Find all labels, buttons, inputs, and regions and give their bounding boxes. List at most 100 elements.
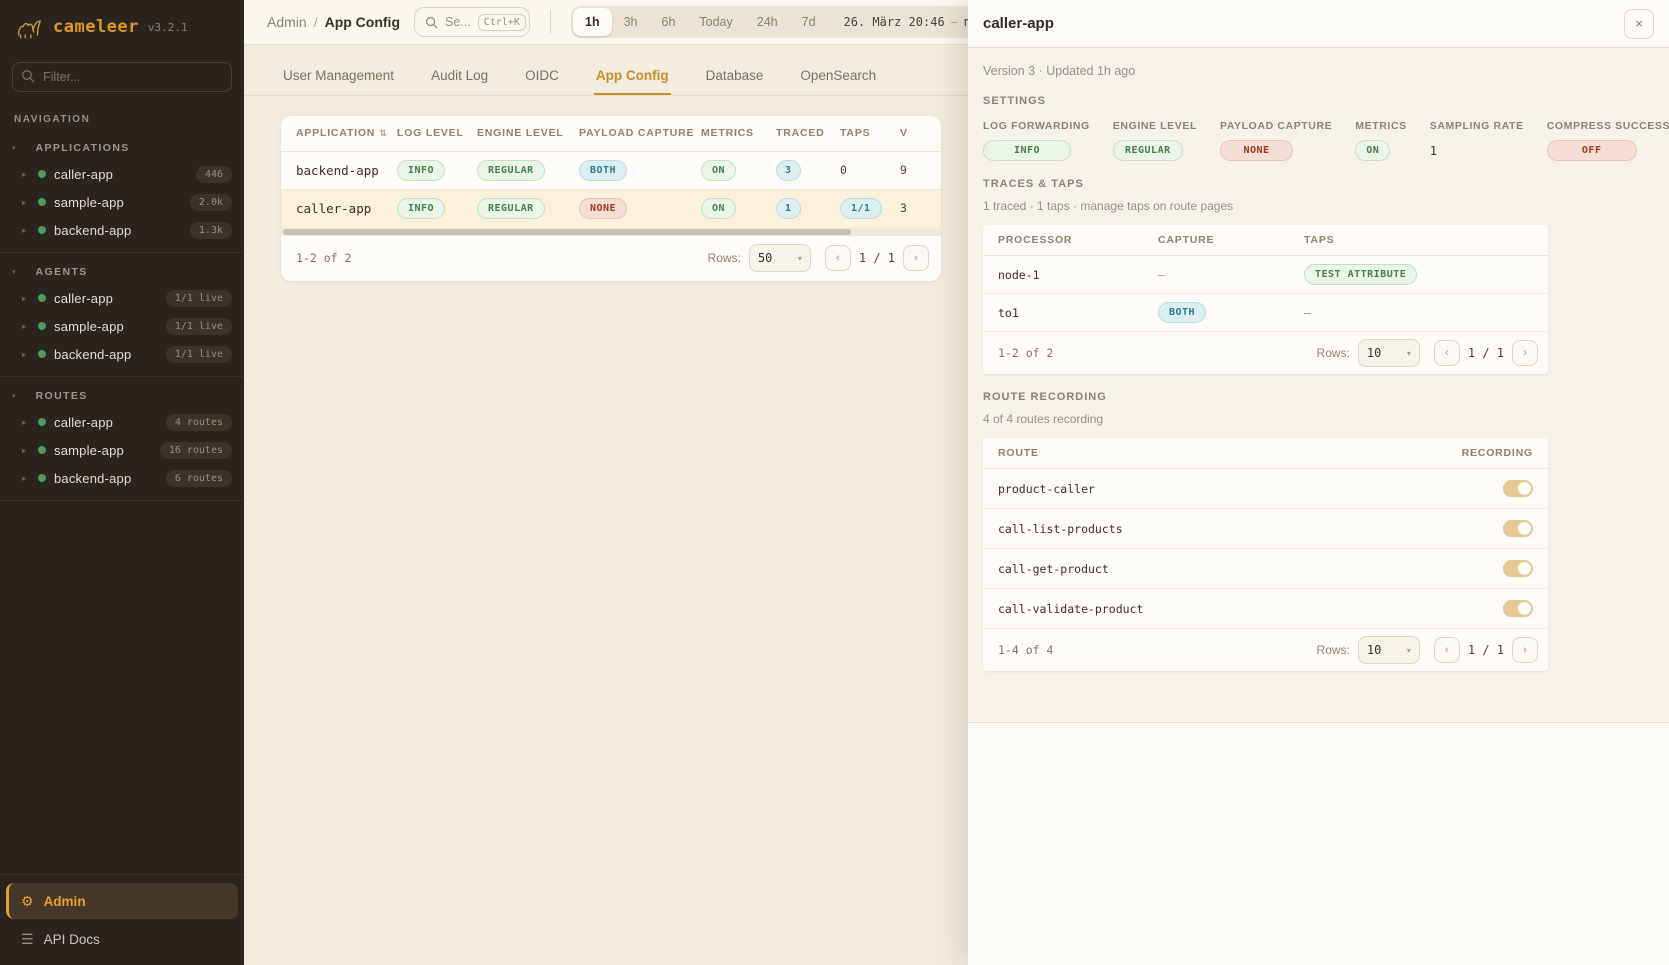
scrollbar-thumb[interactable]	[283, 228, 851, 235]
section-agents: ▾ AGENTS ▸ caller-app 1/1 live ▸ sample-…	[0, 253, 244, 377]
table-pagination: 1-2 of 2 Rows: 50 ▾ ‹ 1 / 1 ›	[281, 236, 941, 281]
time-range-1h[interactable]: 1h	[573, 8, 612, 36]
breadcrumb-parent[interactable]: Admin	[267, 14, 307, 30]
engine-level-pill: REGULAR	[477, 159, 545, 181]
trace-row-to1[interactable]: to1 BOTH —	[983, 294, 1548, 332]
sidebar-item-applications-caller-app[interactable]: ▸ caller-app 446	[0, 160, 244, 188]
section-label: APPLICATIONS	[35, 142, 130, 154]
tab-app-config[interactable]: App Config	[593, 62, 671, 95]
tab-bar: User Management Audit Log OIDC App Confi…	[244, 62, 1669, 96]
traced-pill: 1	[776, 197, 801, 219]
sidebar-item-routes-caller-app[interactable]: ▸ caller-app 4 routes	[0, 408, 244, 436]
column-engine-level[interactable]: ENGINE LEVEL	[462, 116, 564, 152]
column-recording: RECORDING	[1461, 447, 1533, 459]
brand-version: v3.2.1	[147, 20, 188, 34]
topbar-divider	[550, 10, 551, 34]
rows-per-page-select[interactable]: 10 ▾	[1357, 636, 1420, 664]
section-label: ROUTES	[35, 390, 88, 402]
tab-opensearch[interactable]: OpenSearch	[800, 68, 877, 83]
recording-summary: 4 of 4 routes recording	[983, 412, 1104, 426]
status-dot-icon	[38, 474, 46, 482]
prev-page-button[interactable]: ‹	[1433, 340, 1460, 366]
global-search-button[interactable]: Se... Ctrl+K	[414, 7, 530, 37]
status-dot-icon	[38, 322, 46, 330]
count-badge: 446	[195, 165, 232, 183]
time-range-24h[interactable]: 24h	[745, 8, 790, 36]
sidebar-item-applications-sample-app[interactable]: ▸ sample-app 2.0k	[0, 188, 244, 216]
pagination-range: 1-2 of 2	[998, 346, 1054, 360]
chevron-right-icon: ▸	[22, 321, 27, 331]
v-value: 3	[900, 201, 907, 215]
sidebar-item-agents-caller-app[interactable]: ▸ caller-app 1/1 live	[0, 284, 244, 312]
sidebar-item-agents-sample-app[interactable]: ▸ sample-app 1/1 live	[0, 312, 244, 340]
time-range-3h[interactable]: 3h	[612, 8, 650, 36]
recording-toggle-on[interactable]	[1503, 600, 1533, 617]
next-page-button[interactable]: ›	[903, 245, 929, 271]
tab-audit-log[interactable]: Audit Log	[431, 68, 489, 83]
prev-page-button[interactable]: ‹	[1433, 637, 1460, 663]
search-placeholder: Se...	[445, 15, 471, 29]
section-header-applications[interactable]: ▾ APPLICATIONS	[0, 135, 244, 160]
filter-input[interactable]	[12, 62, 232, 92]
recording-section-label: ROUTE RECORDING	[983, 391, 1107, 403]
field-log-forwarding: LOG FORWARDING INFO	[983, 120, 1090, 161]
metrics-pill: ON	[701, 159, 737, 181]
time-range-today[interactable]: Today	[687, 8, 744, 36]
column-metrics[interactable]: METRICS	[686, 116, 761, 152]
prev-page-button[interactable]: ‹	[824, 245, 851, 271]
settings-section-label: SETTINGS	[983, 95, 1047, 107]
table-row-backend-app[interactable]: backend-app INFO REGULAR BOTH ON 3 0 9	[281, 151, 941, 190]
live-badge: 1/1 live	[165, 289, 232, 307]
pager: ‹ 1 / 1 ›	[1433, 637, 1538, 663]
horizontal-scrollbar[interactable]	[281, 227, 941, 236]
section-header-agents[interactable]: ▾ AGENTS	[0, 259, 244, 284]
recording-toggle-on[interactable]	[1503, 520, 1533, 537]
tab-database[interactable]: Database	[705, 68, 764, 83]
time-range-6h[interactable]: 6h	[650, 8, 688, 36]
time-range-7d[interactable]: 7d	[790, 8, 828, 36]
sidebar-item-admin[interactable]: ⚙ Admin	[6, 883, 238, 919]
column-application[interactable]: APPLICATION ⇅	[281, 116, 387, 152]
sidebar-item-agents-backend-app[interactable]: ▸ backend-app 1/1 live	[0, 340, 244, 368]
rows-per-page-select[interactable]: 10 ▾	[1357, 339, 1420, 367]
sort-icon: ⇅	[379, 128, 388, 139]
log-forwarding-pill: INFO	[983, 140, 1071, 161]
status-dot-icon	[38, 226, 46, 234]
recording-toggle-on[interactable]	[1503, 480, 1533, 497]
section-header-routes[interactable]: ▾ ROUTES	[0, 383, 244, 408]
processor-name: node-1	[998, 267, 1040, 282]
sidebar-item-routes-backend-app[interactable]: ▸ backend-app 6 routes	[0, 464, 244, 492]
section-routes: ▾ ROUTES ▸ caller-app 4 routes ▸ sample-…	[0, 377, 244, 501]
sidebar-item-api-docs[interactable]: ☰ API Docs	[6, 923, 238, 955]
tab-user-management[interactable]: User Management	[283, 68, 395, 83]
table-row-caller-app-selected[interactable]: caller-app INFO REGULAR NONE ON 1 1/1 3	[281, 189, 941, 228]
toggle-knob	[1518, 522, 1531, 535]
admin-label: Admin	[43, 893, 86, 909]
breadcrumb-separator: /	[313, 14, 318, 30]
column-traced[interactable]: TRACED	[761, 116, 825, 152]
toggle-knob	[1518, 482, 1531, 495]
sampling-rate-value: 1	[1429, 144, 1437, 158]
next-page-button[interactable]: ›	[1512, 340, 1538, 366]
pagination-range: 1-2 of 2	[296, 251, 352, 265]
column-payload-capture[interactable]: PAYLOAD CAPTURE	[564, 116, 693, 152]
traces-table-header: PROCESSOR CAPTURE TAPS	[983, 225, 1548, 256]
rows-per-page-select[interactable]: 50 ▾	[748, 244, 811, 272]
panel-title: caller-app	[983, 15, 1054, 32]
sidebar-item-routes-sample-app[interactable]: ▸ sample-app 16 routes	[0, 436, 244, 464]
page-indicator: 1 / 1	[1467, 643, 1504, 657]
next-page-button[interactable]: ›	[1512, 637, 1538, 663]
column-taps[interactable]: TAPS	[825, 116, 885, 152]
field-sampling-rate: SAMPLING RATE 1	[1429, 120, 1524, 158]
column-v[interactable]: V	[885, 116, 941, 152]
column-log-level[interactable]: LOG LEVEL	[382, 116, 463, 152]
trace-row-node-1[interactable]: node-1 — TEST ATTRIBUTE	[983, 256, 1548, 294]
close-icon[interactable]: ×	[1624, 8, 1654, 39]
pager: ‹ 1 / 1 ›	[1433, 340, 1538, 366]
tab-oidc[interactable]: OIDC	[525, 68, 559, 83]
recording-toggle-on[interactable]	[1503, 560, 1533, 577]
routes-badge: 6 routes	[165, 469, 232, 487]
nav-section-label: NAVIGATION	[14, 114, 91, 125]
sidebar-item-applications-backend-app[interactable]: ▸ backend-app 1.3k	[0, 216, 244, 244]
app-name-cell: caller-app	[281, 189, 382, 228]
